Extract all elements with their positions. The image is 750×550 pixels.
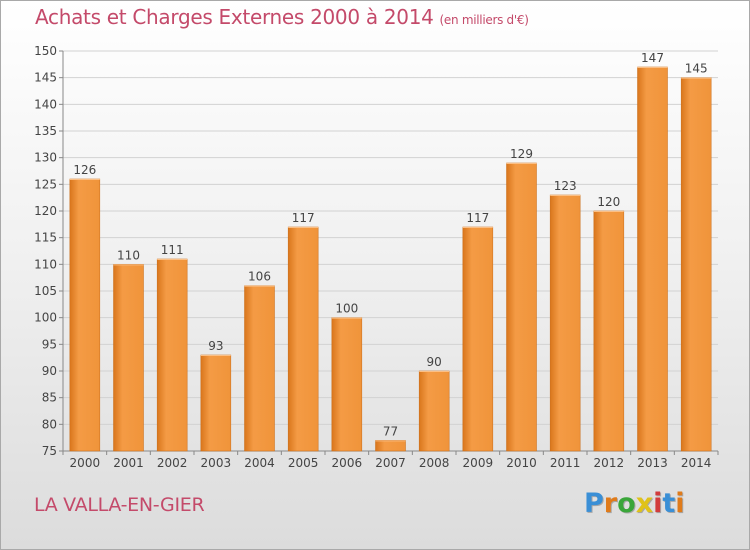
x-tick-label: 2011 [550,456,581,470]
bars [69,66,712,452]
logo-letter: i [653,488,663,519]
data-label: 110 [117,248,140,262]
y-tick-label: 115 [34,231,57,245]
data-label: 106 [248,270,271,284]
bar-2002 [156,258,188,452]
bar-2008 [418,370,450,452]
bar-2006 [331,317,363,452]
y-tick-label: 145 [34,71,57,85]
y-tick-label: 150 [34,44,57,58]
y-tick-label: 140 [34,97,57,111]
x-tick-label: 2008 [419,456,450,470]
y-tick-label: 105 [34,284,57,298]
x-tick-label: 2006 [332,456,363,470]
y-tick-label: 110 [34,257,57,271]
y-tick-labels: 75 80 85 90 95 100 105 110 115 120 125 130 135 140 145… [34,44,63,458]
data-label: 147 [641,51,664,65]
x-tick-label: 2007 [375,456,406,470]
x-tick-labels: 2000 2001 2002 2003 2004 2005 2006 2007 2008 2009… [62,451,719,470]
logo-letter: o [617,488,636,519]
bar-2009 [462,226,494,452]
x-tick-label: 2009 [463,456,494,470]
data-label: 93 [208,339,223,353]
data-label: 117 [466,211,489,225]
chart-title: Achats et Charges Externes 2000 à 2014 (e… [35,5,529,29]
logo-letter: r [603,488,618,519]
logo-letter: x [635,488,654,519]
y-tick-label: 85 [42,391,57,405]
bar-2012 [593,210,625,452]
bar-2011 [549,194,581,452]
data-label: 145 [685,62,708,76]
x-tick-label: 2003 [201,456,232,470]
chart-subtitle: (en milliers d'€) [439,13,529,27]
bar-2001 [113,264,144,452]
x-tick-label: 2001 [113,456,144,470]
x-tick-label: 2013 [637,456,668,470]
y-tick-label: 135 [34,124,57,138]
x-tick-label: 2005 [288,456,319,470]
y-tick-label: 75 [42,444,57,458]
data-labels: 126 110 111 93 106 117 100 77 90 117 129 123 120 147 1… [73,51,707,438]
y-tick-label: 125 [34,177,57,191]
bar-2007 [375,440,406,452]
bar-2013 [637,66,668,452]
data-label: 129 [510,147,533,161]
bar-2000 [69,178,101,452]
data-label: 126 [73,163,96,177]
data-label: 117 [292,211,315,225]
y-tick-label: 90 [42,364,57,378]
x-tick-label: 2000 [70,456,101,470]
data-label: 100 [335,302,358,316]
logo-letter: i [675,488,685,519]
data-label: 111 [161,243,184,257]
x-tick-label: 2004 [244,456,275,470]
y-tick-label: 80 [42,417,57,431]
x-tick-label: 2002 [157,456,188,470]
data-label: 120 [597,195,620,209]
data-label: 77 [383,424,398,438]
x-tick-label: 2010 [506,456,537,470]
y-tick-label: 95 [42,337,57,351]
y-tick-label: 130 [34,151,57,165]
x-tick-label: 2014 [681,456,712,470]
commune-name: LA VALLA-EN-GIER [34,494,205,516]
proxiti-logo: Proxiti [584,488,685,519]
logo-letter: P [584,488,604,519]
bar-2014 [680,77,712,452]
y-tick-label: 100 [34,311,57,325]
data-label: 90 [427,355,442,369]
bar-2003 [200,354,232,452]
y-tick-label: 120 [34,204,57,218]
bar-2010 [506,162,537,452]
x-tick-label: 2012 [594,456,625,470]
data-label: 123 [554,179,577,193]
chart-title-text: Achats et Charges Externes 2000 à 2014 [35,5,434,29]
bar-2005 [287,226,319,452]
logo-letter: t [662,488,676,519]
bar-2004 [244,285,275,452]
